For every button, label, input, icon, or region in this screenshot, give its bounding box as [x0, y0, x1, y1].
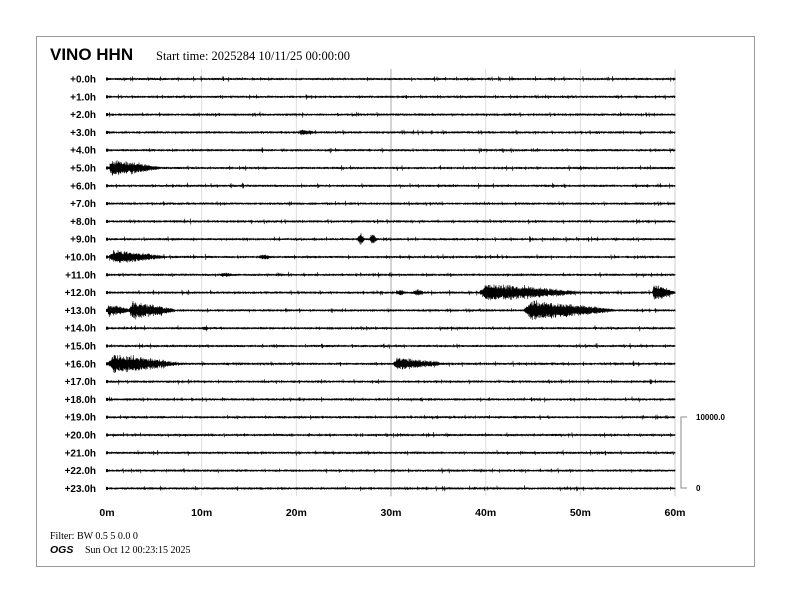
- row-label: +12.0h: [65, 288, 96, 299]
- trace-row: [106, 218, 676, 225]
- row-label: +18.0h: [65, 395, 96, 406]
- row-label: +9.0h: [70, 235, 96, 246]
- trace-row: [106, 354, 676, 373]
- trace-row: [106, 485, 676, 492]
- x-tick-label: 50m: [570, 507, 591, 519]
- row-label: +1.0h: [70, 92, 96, 103]
- row-label: +11.0h: [65, 270, 96, 281]
- row-label: +13.0h: [65, 306, 96, 317]
- trace-row: [106, 160, 676, 176]
- row-start-marker: [106, 415, 108, 419]
- row-label: +15.0h: [65, 342, 96, 353]
- trace-row: [106, 129, 676, 136]
- row-label: +22.0h: [65, 466, 96, 477]
- row-label: +21.0h: [65, 448, 96, 459]
- trace-row: [106, 396, 676, 403]
- trace-row: [106, 449, 676, 456]
- row-start-marker: [106, 486, 108, 490]
- trace-row: [106, 414, 676, 420]
- x-tick-label: 40m: [475, 507, 496, 519]
- row-label: +7.0h: [70, 199, 96, 210]
- row-start-marker: [106, 184, 108, 188]
- row-label: +23.0h: [65, 484, 96, 495]
- x-tick-label: 0m: [99, 507, 114, 519]
- trace-row: [106, 147, 676, 154]
- trace-row: [106, 379, 676, 385]
- trace-row: [106, 325, 676, 332]
- row-label: +0.0h: [70, 75, 96, 86]
- row-label: +4.0h: [70, 146, 96, 157]
- trace-row: [106, 75, 676, 82]
- row-start-marker: [106, 219, 108, 223]
- row-label: +20.0h: [65, 431, 96, 442]
- trace-row: [106, 233, 676, 245]
- row-label: +19.0h: [65, 413, 96, 424]
- start-time: Start time: 2025284 10/11/25 00:00:00: [156, 49, 350, 63]
- row-start-marker: [106, 113, 108, 117]
- row-start-marker: [106, 273, 108, 277]
- x-tick-label: 20m: [286, 507, 307, 519]
- row-label: +3.0h: [70, 128, 96, 139]
- row-start-marker: [106, 380, 108, 384]
- row-start-marker: [106, 469, 108, 473]
- trace-row: [106, 271, 676, 278]
- row-start-marker: [106, 308, 108, 312]
- row-start-marker: [106, 326, 108, 330]
- row-label: +17.0h: [65, 377, 96, 388]
- row-label: +10.0h: [65, 253, 96, 264]
- row-start-marker: [106, 291, 108, 295]
- scale-bar: [680, 416, 687, 489]
- scale-bottom-label: 0: [696, 484, 701, 493]
- row-start-marker: [106, 433, 108, 437]
- row-start-marker: [106, 255, 108, 259]
- row-start-marker: [106, 202, 108, 206]
- row-start-marker: [106, 130, 108, 134]
- trace-row: [106, 431, 676, 438]
- plot-frame: [36, 36, 755, 567]
- row-label: +6.0h: [70, 181, 96, 192]
- row-start-marker: [106, 362, 108, 366]
- trace-row: [106, 200, 676, 207]
- row-start-marker: [106, 344, 108, 348]
- row-start-marker: [106, 451, 108, 455]
- trace-row: [106, 111, 676, 118]
- x-tick-label: 60m: [664, 507, 685, 519]
- x-tick-label: 30m: [380, 507, 401, 519]
- row-label: +2.0h: [70, 110, 96, 121]
- org-logo-text: OGS: [50, 544, 74, 556]
- row-start-marker: [106, 77, 108, 81]
- row-start-marker: [106, 397, 108, 401]
- trace-row: [106, 284, 676, 301]
- trace-row: [106, 94, 676, 100]
- row-label: +8.0h: [70, 217, 96, 228]
- row-label: +14.0h: [65, 324, 96, 335]
- row-start-marker: [106, 237, 108, 241]
- trace-row: [106, 300, 676, 320]
- row-start-marker: [106, 95, 108, 99]
- station-title: VINO HHN: [50, 45, 134, 64]
- scale-top-label: 10000.0: [696, 413, 725, 422]
- x-tick-label: 10m: [191, 507, 212, 519]
- row-label: +16.0h: [65, 359, 96, 370]
- plot-date: Sun Oct 12 00:23:15 2025: [85, 545, 191, 556]
- row-start-marker: [106, 148, 108, 152]
- trace-row: [106, 182, 676, 189]
- filter-info: Filter: BW 0.5 5 0.0 0: [50, 531, 138, 542]
- trace-row: [106, 249, 676, 263]
- trace-row: [106, 467, 676, 474]
- row-label: +5.0h: [70, 164, 96, 175]
- row-start-marker: [106, 166, 108, 170]
- trace-row: [106, 343, 676, 349]
